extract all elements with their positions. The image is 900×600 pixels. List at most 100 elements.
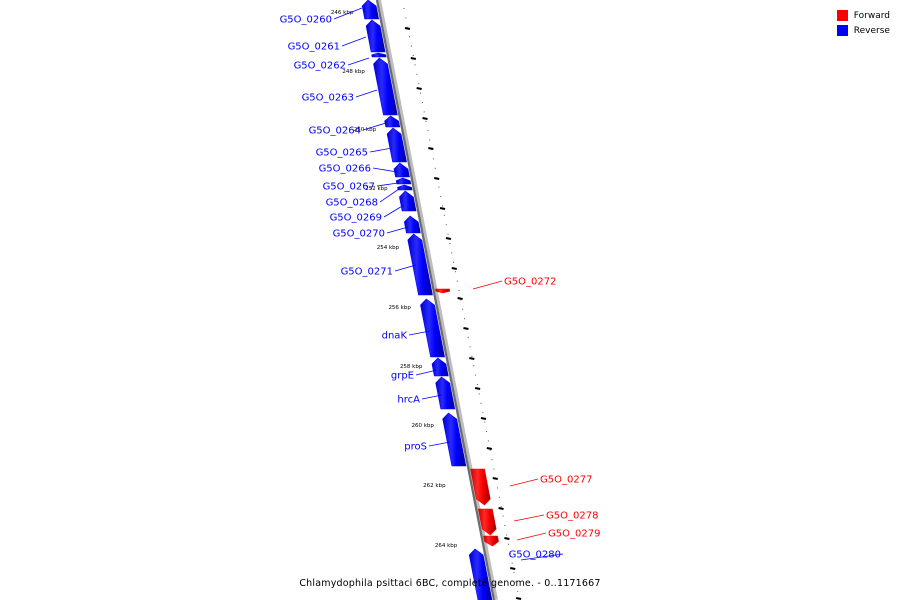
gene-arrow-G5O_0272[interactable] [435, 288, 451, 294]
gene-connector [383, 204, 405, 218]
scale-dot [420, 92, 422, 94]
scale-dot [456, 280, 458, 282]
gene-arrow-dnaK[interactable] [420, 298, 445, 358]
gene-arrow-G5O_0262[interactable] [371, 52, 387, 58]
scale-tick [498, 507, 504, 510]
scale-tick [515, 597, 522, 600]
gene-label-G5O_0267[interactable]: G5O_0267 [323, 182, 375, 193]
gene-label-G5O_0272[interactable]: G5O_0272 [504, 277, 556, 288]
gene-label-G5O_0279[interactable]: G5O_0279 [548, 529, 600, 540]
gene-connector [408, 330, 431, 336]
gene-connector [355, 89, 378, 98]
legend-reverse: Reverse [836, 23, 890, 38]
gene-label-dnaK[interactable]: dnaK [382, 331, 408, 342]
scale-dot [425, 120, 427, 122]
scale-dot [498, 496, 500, 498]
scale-dot [454, 271, 456, 273]
gene-label-G5O_0266[interactable]: G5O_0266 [319, 164, 371, 175]
scale-dot [449, 243, 451, 244]
scale-dot [493, 468, 495, 470]
gene-arrow-G5O_0264[interactable] [384, 115, 401, 128]
gene-arrow-G5O_0269[interactable] [399, 190, 417, 212]
gene-label-G5O_0280[interactable]: G5O_0280 [509, 550, 561, 561]
gene-arrow-G5O_0271[interactable] [407, 233, 433, 296]
gene-arrow-G5O_0280[interactable] [468, 548, 493, 600]
scale-tick [492, 477, 498, 480]
scale-tick [469, 357, 475, 360]
gene-label-G5O_0268[interactable]: G5O_0268 [326, 198, 378, 209]
gene-arrow-G5O_0266[interactable] [393, 162, 410, 178]
scale-dot [442, 205, 444, 207]
gene-label-grpE[interactable]: grpE [391, 371, 414, 382]
scale-dot [458, 290, 460, 291]
scale-dot [500, 506, 502, 508]
gene-label-G5O_0277[interactable]: G5O_0277 [540, 475, 592, 486]
legend-forward: Forward [836, 8, 890, 23]
gene-label-G5O_0263[interactable]: G5O_0263 [302, 93, 354, 104]
gene-connector [428, 441, 451, 447]
gene-label-G5O_0271[interactable]: G5O_0271 [341, 267, 393, 278]
gene-arrow-hrcA[interactable] [435, 376, 456, 410]
scale-tick [480, 417, 487, 420]
gene-label-proS[interactable]: proS [404, 442, 427, 453]
gene-connector [347, 57, 370, 66]
scale-dot [403, 8, 405, 9]
scale-dot [489, 449, 491, 451]
gene-label-G5O_0269[interactable]: G5O_0269 [330, 213, 382, 224]
scale-label: 248 kbp [342, 69, 365, 75]
gene-connector [516, 532, 547, 541]
gene-connector [369, 147, 393, 153]
gene-arrow-G5O_0261[interactable] [365, 19, 386, 53]
scale-tick [457, 297, 463, 300]
scale-dot [511, 562, 513, 564]
gene-arrow-G5O_0278[interactable] [477, 508, 497, 536]
gene-arrow-proS[interactable] [442, 412, 467, 467]
gene-arrow-G5O_0270[interactable] [403, 215, 421, 234]
scale-label: 246 kbp [331, 10, 354, 16]
scale-dot [475, 374, 477, 376]
gene-connector [415, 369, 438, 376]
gene-connector [509, 478, 539, 487]
gene-label-G5O_0264[interactable]: G5O_0264 [309, 126, 361, 137]
gene-label-G5O_0278[interactable]: G5O_0278 [546, 511, 598, 522]
scale-label: 264 kbp [435, 543, 458, 549]
scale-dot [429, 139, 431, 141]
gene-label-G5O_0262[interactable]: G5O_0262 [294, 61, 346, 72]
gene-arrow-G5O_0267[interactable] [395, 177, 412, 185]
scale-dot [421, 102, 423, 103]
scale-dot [432, 158, 434, 160]
scale-label: 256 kbp [388, 305, 411, 311]
scale-dot [471, 355, 473, 357]
scale-dot [464, 318, 466, 320]
gene-connector [520, 553, 564, 561]
scale-dot [515, 581, 517, 583]
gene-arrow-G5O_0279[interactable] [483, 535, 499, 547]
scale-dot [487, 440, 489, 442]
gene-label-G5O_0261[interactable]: G5O_0261 [288, 42, 340, 53]
scale-dot [447, 233, 449, 235]
gene-labels: G5O_0260 G5O_0261 G5O_0262 G5O_0263 G5O_0264… [280, 7, 600, 561]
gene-label-G5O_0270[interactable]: G5O_0270 [333, 229, 385, 240]
scale-label: 252 kbp [365, 186, 388, 192]
scale-dot [409, 36, 411, 38]
gene-connector [472, 280, 503, 290]
gene-connector [379, 188, 400, 203]
scale-dot [467, 337, 469, 338]
gene-connector [513, 514, 545, 522]
gene-arrow-grpE[interactable] [431, 357, 449, 377]
scale-dot [462, 308, 464, 310]
gene-label-hrcA[interactable]: hrcA [397, 395, 420, 406]
gene-arrow-G5O_0265[interactable] [386, 127, 407, 163]
gene-arrow-G5O_0277[interactable] [470, 468, 491, 506]
gene-arrow-G5O_0268[interactable] [397, 184, 413, 191]
gene-label-G5O_0265[interactable]: G5O_0265 [316, 148, 368, 159]
gene-arrow-G5O_0260[interactable] [361, 0, 380, 20]
gene-arrow-G5O_0263[interactable] [373, 57, 398, 116]
gene-label-G5O_0260[interactable]: G5O_0260 [280, 15, 332, 26]
scale-label: 254 kbp [377, 245, 400, 251]
scale-dot [416, 73, 418, 75]
genome-caption: Chlamydophila psittaci 6BC, complete gen… [299, 578, 601, 589]
scale-tick [510, 567, 516, 570]
gene-connector [372, 167, 398, 173]
